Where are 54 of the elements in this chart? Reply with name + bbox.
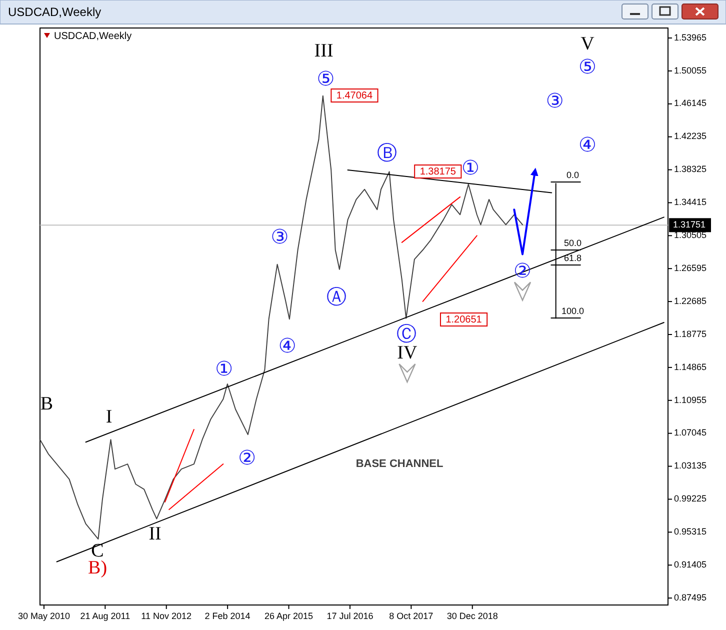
ref-line-label: 1.31751 — [673, 220, 706, 230]
annotation: Ⓑ — [377, 140, 398, 164]
x-tick-label: 11 Nov 2012 — [141, 611, 192, 621]
annotation: ④ — [278, 333, 296, 358]
chart-title: USDCAD,Weekly — [8, 5, 102, 19]
annotation: ⑤ — [316, 66, 335, 90]
annotation: 100.0 — [562, 306, 584, 316]
y-tick-label: 0.87495 — [674, 592, 707, 602]
y-tick-label: 1.53965 — [674, 32, 707, 42]
annotation: 1.38175 — [420, 166, 456, 178]
y-tick-label: 1.14865 — [674, 362, 707, 372]
annotation: Ⓐ — [326, 284, 346, 308]
annotation: 50.0 — [564, 238, 582, 248]
y-tick-label: 0.95315 — [674, 526, 707, 537]
x-tick-label: 26 Apr 2015 — [264, 611, 314, 621]
y-tick-label: 1.42235 — [674, 131, 707, 142]
y-tick-label: 1.10955 — [674, 394, 707, 405]
annotation: ③ — [546, 88, 564, 112]
x-tick-label: 30 May 2010 — [18, 611, 70, 621]
x-tick-label: 21 Aug 2011 — [80, 611, 130, 621]
annotation: ③ — [270, 224, 289, 248]
x-tick-label: 30 Dec 2018 — [446, 611, 498, 621]
annotation: 61.8 — [564, 253, 582, 263]
annotation: B — [40, 393, 54, 414]
annotation: ② — [238, 445, 256, 470]
annotation: 0.0 — [566, 170, 580, 180]
y-tick-label: 1.30505 — [674, 230, 707, 240]
annotation: II — [148, 523, 162, 544]
y-tick-label: 0.99225 — [674, 494, 707, 504]
y-tick-label: 1.22685 — [674, 296, 707, 306]
annotation: ⑤ — [578, 54, 596, 78]
annotation: III — [314, 40, 334, 62]
y-tick-label: 1.50055 — [674, 65, 707, 76]
annotation: I — [106, 406, 112, 428]
x-tick-label: 8 Oct 2017 — [389, 611, 434, 621]
annotation: V — [580, 33, 595, 54]
annotation: B) — [88, 557, 108, 578]
annotation: 1.20651 — [446, 314, 482, 326]
y-tick-label: 1.46145 — [674, 98, 707, 108]
annotation: ① — [462, 155, 480, 180]
y-tick-label: 1.07045 — [674, 428, 707, 438]
y-tick-label: 1.26595 — [674, 262, 707, 273]
y-tick-label: 1.03135 — [674, 460, 707, 471]
y-tick-label: 1.34415 — [674, 197, 707, 208]
annotation: ① — [215, 356, 234, 380]
annotation: BASE CHANNEL — [356, 458, 444, 470]
annotation: ④ — [578, 132, 596, 156]
y-tick-label: 0.91405 — [674, 559, 707, 570]
annotation: 1.47064 — [336, 90, 373, 102]
y-tick-label: 1.38325 — [674, 164, 707, 174]
chart-subtitle: USDCAD,Weekly — [54, 31, 132, 42]
y-tick-label: 1.18775 — [674, 328, 707, 339]
x-tick-label: 2 Feb 2014 — [204, 611, 250, 621]
x-tick-label: 17 Jul 2016 — [326, 611, 374, 621]
